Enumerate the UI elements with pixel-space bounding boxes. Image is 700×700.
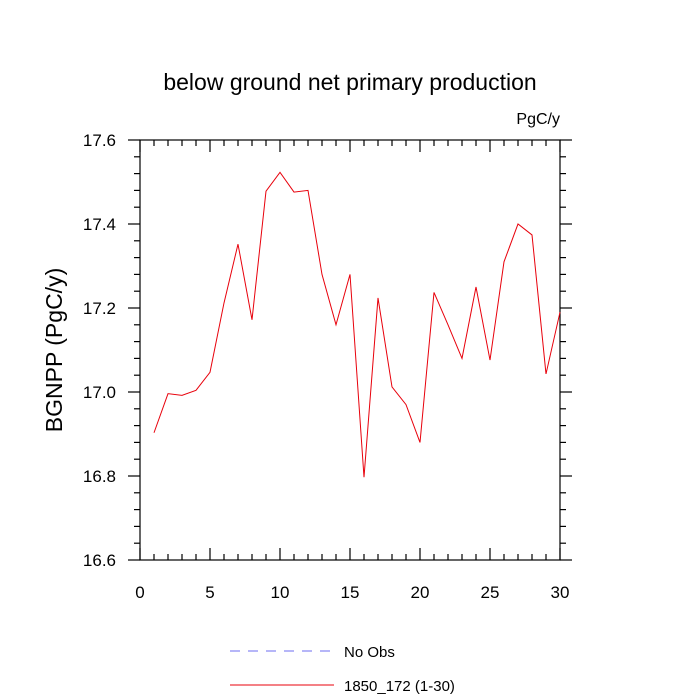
series-layer (153, 171, 561, 478)
x-tick-label: 25 (481, 583, 500, 602)
legend-label: 1850_172 (1-30) (344, 678, 455, 695)
y-tick-label: 17.2 (83, 299, 116, 318)
plot-area: 0 5 10 15 20 25 30 16.6 16.8 17.0 17.2 17.4 17.6 (83, 131, 572, 602)
x-tick-label: 10 (271, 583, 290, 602)
y-axis-label: BGNPP (PgC/y) (41, 268, 67, 432)
y-tick-label: 17.6 (83, 131, 116, 150)
units-label: PgC/y (516, 111, 560, 128)
x-tick-label: 20 (411, 583, 430, 602)
axis-ticks (128, 139, 572, 561)
x-tick-label: 30 (551, 583, 570, 602)
legend: No Obs 1850_172 (1-30) (230, 644, 455, 695)
y-tick-label: 17.4 (83, 215, 116, 234)
x-tick-label: 0 (135, 583, 144, 602)
chart-title: below ground net primary production (163, 69, 536, 95)
plot-frame (139, 139, 561, 561)
y-tick-label: 16.8 (83, 467, 116, 486)
x-tick-label: 15 (341, 583, 360, 602)
legend-label: No Obs (344, 644, 395, 661)
series-line (153, 171, 561, 478)
y-tick-label: 17.0 (83, 383, 116, 402)
y-tick-label: 16.6 (83, 551, 116, 570)
x-tick-label: 5 (205, 583, 214, 602)
axis-tick-labels: 0 5 10 15 20 25 30 16.6 16.8 17.0 17.2 17.4 17.6 (83, 131, 570, 602)
